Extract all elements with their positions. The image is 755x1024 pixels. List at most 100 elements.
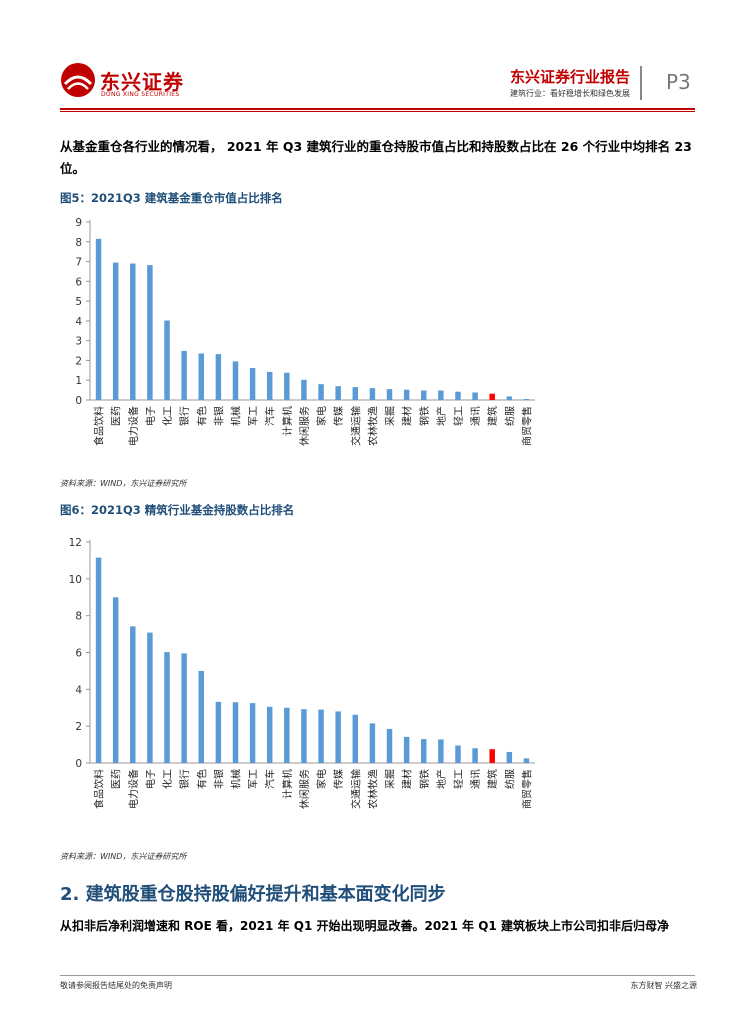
category-label: 纺服	[503, 769, 516, 789]
bar-2	[112, 262, 119, 400]
category-label: 传媒	[333, 769, 345, 789]
bar-2	[112, 597, 119, 763]
category-label: 建材	[401, 406, 414, 426]
category-label: 家电	[315, 769, 328, 789]
category-label: 家电	[315, 406, 328, 426]
category-label: 银行	[178, 406, 191, 426]
bar-4	[147, 632, 153, 763]
category-label: 休闲服务	[298, 406, 311, 446]
category-label: 建筑	[486, 406, 499, 426]
category-label: 汽车	[264, 769, 277, 789]
bar-14	[318, 709, 324, 763]
y-tick-label: 0	[75, 758, 82, 770]
bar-23	[472, 748, 478, 763]
bar-4	[147, 265, 153, 400]
company-logo-icon	[61, 63, 95, 97]
bar-25	[506, 751, 513, 763]
category-label: 非银	[212, 769, 225, 789]
category-label: 计算机	[281, 406, 294, 436]
y-tick-label: 7	[75, 257, 82, 269]
category-label: 化工	[161, 769, 174, 789]
bar-18	[386, 728, 393, 763]
bar-16	[352, 387, 359, 400]
bar-13	[301, 709, 307, 763]
bar-17	[369, 388, 376, 400]
brand-subtitle: DONG XING SECURITIES	[101, 91, 180, 98]
bar-14	[318, 384, 324, 400]
category-label: 军工	[248, 406, 260, 426]
bar-8	[215, 701, 222, 763]
category-label: 医药	[111, 406, 123, 426]
bar-11	[266, 706, 273, 763]
section-paragraph: 从扣非后净利润增速和 ROE 看，2021 年 Q1 开始出现明显改善。2021…	[60, 919, 669, 933]
category-label: 交通运输	[349, 406, 362, 446]
y-tick-label: 3	[75, 336, 82, 348]
figure5-source: 资料来源：WIND，东兴证券研究所	[60, 479, 187, 488]
category-label: 采掘	[384, 406, 397, 426]
bar-9	[232, 702, 239, 763]
category-label: 钢铁	[418, 769, 431, 789]
bar-3	[130, 626, 136, 763]
bar-13	[301, 379, 307, 400]
category-label: 交通运输	[349, 769, 362, 809]
category-label: 轻工	[452, 769, 465, 789]
bar-5	[164, 652, 170, 763]
bar-6	[181, 653, 187, 763]
category-label: 有色	[195, 769, 208, 789]
category-label: 电力设备	[127, 769, 140, 809]
bar-1	[95, 238, 102, 400]
category-label: 通讯	[470, 769, 482, 789]
figure6-title: 图6：2021Q3 精筑行业基金持股数占比排名	[60, 503, 295, 517]
category-label: 轻工	[452, 406, 465, 426]
bar-15	[335, 711, 341, 763]
bar-17	[369, 723, 376, 763]
category-label: 地产	[435, 769, 448, 789]
bar-23	[472, 392, 478, 400]
figure5-chart: 0 1 2 3 4 5 6 7 8 9 食品饮料 医药 电力设备 电子 化工 银行 有色 非银 机械 军工 汽车 计算机休…	[75, 217, 535, 446]
bar-26	[523, 758, 530, 763]
intro-paragraph: 从基金重仓各行业的情况看， 2021 年 Q3 建筑行业的重仓持股市值占比和持股…	[60, 139, 692, 176]
report-type: 东兴证券行业报告	[509, 68, 630, 86]
category-label: 军工	[248, 769, 260, 789]
category-label: 地产	[435, 406, 448, 426]
category-label: 医药	[111, 769, 123, 789]
bar-16	[352, 714, 359, 763]
bar-6	[181, 350, 187, 400]
category-label: 商贸零售	[520, 406, 533, 446]
category-label: 采掘	[384, 769, 397, 789]
y-tick-label: 0	[75, 395, 82, 407]
category-label: 电子	[144, 769, 157, 789]
category-label: 商贸零售	[520, 769, 533, 809]
header-rule	[60, 108, 695, 110]
bar-24	[489, 749, 495, 763]
y-tick-label: 9	[75, 217, 82, 229]
y-tick-label: 5	[75, 296, 82, 308]
page-number: P3	[666, 70, 691, 94]
category-label: 机械	[229, 406, 242, 426]
category-label: 机械	[229, 769, 242, 789]
bar-9	[232, 361, 239, 400]
y-tick-label: 10	[69, 574, 82, 586]
category-label: 建材	[401, 769, 414, 789]
y-tick-label: 6	[75, 648, 82, 660]
category-label: 非银	[212, 406, 225, 426]
bar-18	[386, 389, 393, 400]
bar-11	[266, 371, 273, 400]
category-label: 传媒	[333, 406, 345, 426]
category-label: 汽车	[264, 406, 277, 426]
category-label: 电子	[144, 406, 157, 426]
y-tick-label: 8	[75, 611, 82, 623]
figure6-chart: 0 2 4 6 8 10 12 食品饮料 医药 电力设备 电子 化工 银行 有色 非银 机械 军工 汽车 计算机 休闲…	[69, 537, 535, 809]
y-tick-label: 4	[75, 684, 82, 696]
category-label: 银行	[178, 769, 191, 789]
bar-12	[284, 707, 290, 763]
y-tick-label: 4	[75, 316, 82, 328]
category-label: 农林牧渔	[366, 769, 379, 809]
category-label: 纺服	[503, 406, 516, 426]
footer-rule	[60, 975, 695, 976]
report-subtitle: 建筑行业：看好稳增长和绿色发展	[510, 89, 630, 98]
category-label: 钢铁	[418, 406, 431, 426]
bar-3	[130, 263, 136, 400]
header-rule-thin	[60, 111, 695, 112]
bar-19	[403, 389, 410, 400]
